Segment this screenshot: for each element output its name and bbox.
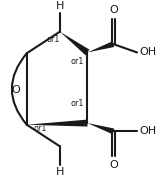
Text: H: H xyxy=(56,167,64,177)
Polygon shape xyxy=(27,120,88,127)
Text: O: O xyxy=(11,85,20,95)
Text: or1: or1 xyxy=(34,124,47,133)
Polygon shape xyxy=(60,32,89,55)
Text: OH: OH xyxy=(139,126,156,136)
Text: OH: OH xyxy=(139,47,156,57)
Text: H: H xyxy=(56,1,64,11)
Text: or1: or1 xyxy=(70,99,84,108)
Text: O: O xyxy=(109,161,118,171)
Text: O: O xyxy=(109,5,118,15)
Text: or1: or1 xyxy=(46,35,60,44)
Polygon shape xyxy=(87,123,114,134)
Text: or1: or1 xyxy=(70,57,84,66)
Polygon shape xyxy=(87,41,114,53)
